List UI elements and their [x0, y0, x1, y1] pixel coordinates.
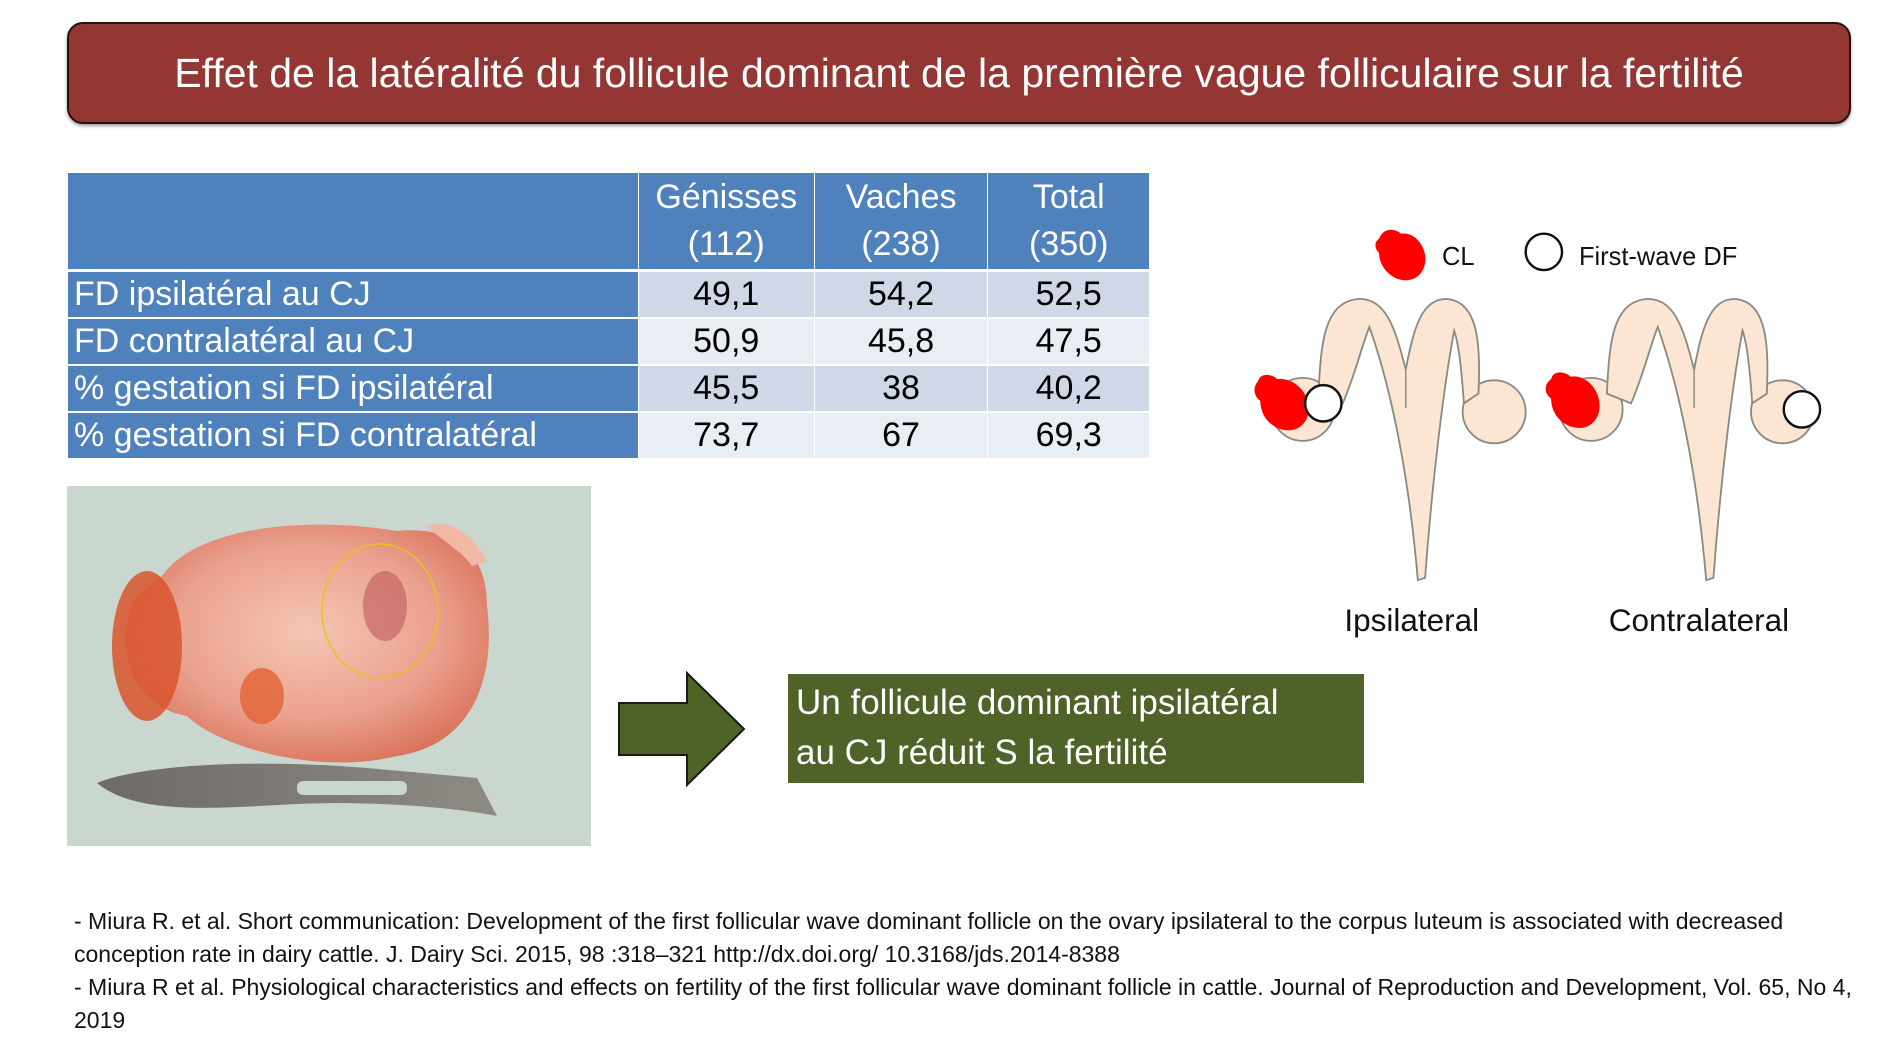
- cell-value: 45,5: [637, 365, 815, 413]
- reference-item: - Miura R. et al. Short communication: D…: [74, 908, 1784, 967]
- data-table: Génisses (112) Vaches (238) Total (350) FD …: [68, 173, 1149, 460]
- legend: CL First-wave DF: [1375, 229, 1737, 281]
- df-icon: [1303, 383, 1343, 423]
- cell-value: 40,2: [987, 365, 1149, 413]
- table-header-row: Génisses (112) Vaches (238) Total (350): [68, 173, 1149, 272]
- header-empty: [68, 173, 639, 272]
- cell-value: 67: [813, 412, 988, 460]
- cl-legend-icon: [1375, 229, 1426, 281]
- row-label: FD contralatéral au CJ: [68, 318, 639, 366]
- label-contralateral: Contralateral: [1609, 602, 1789, 638]
- cell-value: 54,2: [813, 270, 988, 319]
- uterus-contralateral: Contralateral: [1545, 298, 1822, 638]
- uterus-ipsilateral: Ipsilateral: [1254, 298, 1527, 638]
- header-count: (112): [687, 225, 765, 263]
- right-arrow-icon: [618, 671, 746, 787]
- label-ipsilateral: Ipsilateral: [1344, 602, 1479, 638]
- header-total: Total (350): [987, 173, 1149, 272]
- cell-value: 52,5: [987, 270, 1149, 319]
- table-row: FD ipsilatéral au CJ 49,1 54,2 52,5: [68, 270, 1149, 319]
- slide-title: Effet de la latéralité du follicule domi…: [67, 22, 1851, 124]
- conclusion-box: Un follicule dominant ipsilatéral au CJ …: [788, 674, 1364, 783]
- conclusion-line-1: Un follicule dominant ipsilatéral: [796, 683, 1279, 722]
- conclusion-line-2: au CJ réduit S la fertilité: [796, 733, 1168, 772]
- cell-value: 47,5: [987, 318, 1149, 366]
- row-label: FD ipsilatéral au CJ: [68, 270, 639, 319]
- header-vaches: Vaches (238): [813, 173, 988, 272]
- table-row: % gestation si FD contralatéral 73,7 67 …: [68, 412, 1149, 460]
- cell-value: 49,1: [637, 270, 815, 319]
- header-genisses: Génisses (112): [637, 173, 815, 272]
- cell-value: 38: [813, 365, 988, 413]
- header-label: Total: [1032, 178, 1105, 216]
- cl-icon: [1545, 372, 1600, 428]
- df-legend-icon: [1524, 232, 1564, 272]
- legend-df-label: First-wave DF: [1579, 243, 1737, 271]
- header-label: Génisses: [655, 178, 798, 216]
- row-label: % gestation si FD ipsilatéral: [68, 365, 639, 413]
- uterus-diagram: CL First-wave DF Ipsilateral Contralater…: [1254, 229, 1822, 638]
- cell-value: 69,3: [987, 412, 1149, 460]
- legend-cl-label: CL: [1442, 243, 1475, 271]
- row-label: % gestation si FD contralatéral: [68, 412, 639, 460]
- ovary-photo: [67, 486, 591, 846]
- header-count: (350): [1029, 225, 1109, 263]
- cl-icon: [1254, 374, 1309, 431]
- header-label: Vaches: [845, 178, 957, 216]
- reference-item: - Miura R et al. Physiological character…: [74, 974, 1852, 1033]
- references: - Miura R. et al. Short communication: D…: [74, 905, 1864, 1037]
- table-row: FD contralatéral au CJ 50,9 45,8 47,5: [68, 318, 1149, 366]
- table-row: % gestation si FD ipsilatéral 45,5 38 40…: [68, 365, 1149, 413]
- cell-value: 73,7: [637, 412, 815, 460]
- cell-value: 45,8: [813, 318, 988, 366]
- cell-value: 50,9: [637, 318, 815, 366]
- df-icon: [1782, 389, 1822, 429]
- header-count: (238): [861, 225, 941, 263]
